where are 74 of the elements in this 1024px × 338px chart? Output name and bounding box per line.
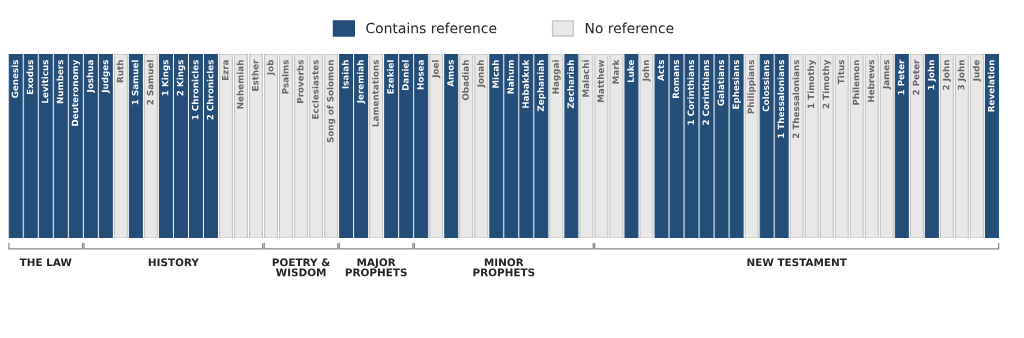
x-tick-label: Colossians: [762, 60, 770, 112]
x-tick-label: Revelation: [987, 60, 995, 112]
x-tick-label: Numbers: [56, 60, 64, 104]
x-tick-label: Joel: [431, 60, 441, 79]
x-tick-label: Malachi: [582, 60, 589, 97]
x-tick-label: Psalms: [281, 60, 289, 94]
text: THE LAW: [19, 258, 72, 267]
x-tick-label: John: [642, 60, 651, 82]
x-tick-label: Jude: [972, 60, 982, 82]
x-tick-label: 1 Thessalonians: [777, 60, 785, 138]
x-tick-label: 1 Kings: [161, 60, 171, 96]
x-tick-label: Ecclesiastes: [311, 60, 319, 119]
x-tick-label: Ezra: [222, 60, 229, 81]
x-tick-label: Genesis: [11, 60, 19, 98]
x-tick-label: Deuteronomy: [71, 59, 81, 126]
x-tick-label: Ruth: [116, 60, 124, 83]
x-tick-label: Daniel: [401, 60, 409, 91]
x-tick-label: Lamentations: [371, 60, 379, 127]
legend-label: No reference: [585, 22, 674, 34]
text: NEW TESTAMENT: [747, 258, 847, 267]
x-tick-label: Hosea: [417, 60, 424, 90]
x-tick-label: Zechariah: [567, 60, 574, 109]
x-tick-label: Titus: [837, 60, 845, 85]
x-tick-label: James: [882, 60, 891, 90]
text: MINOR PROPHETS: [473, 258, 535, 277]
x-tick-label: 2 Chronicles: [206, 60, 214, 120]
x-tick-label: Song of Solomon: [326, 60, 336, 143]
x-tick-label: Joshua: [86, 60, 95, 93]
text: POETRY & WISDOM: [272, 258, 330, 277]
text: HISTORY: [148, 258, 200, 267]
x-tick-label: Obadiah: [462, 60, 469, 101]
x-tick-label: 1 Timothy: [807, 59, 816, 108]
x-tick-label: Hebrews: [867, 60, 875, 102]
x-tick-label: Matthew: [597, 59, 604, 103]
x-tick-label: 2 Kings: [176, 60, 186, 96]
x-tick-label: 1 Chronicles: [191, 60, 199, 120]
x-tick-label: Job: [266, 59, 276, 76]
x-tick-label: Jeremiah: [356, 60, 366, 104]
x-tick-label: 1 Samuel: [131, 60, 139, 105]
x-tick-label: Mark: [612, 59, 619, 84]
x-tick-label: Leviticus: [41, 60, 49, 103]
x-tick-label: Micah: [492, 60, 499, 88]
x-tick-label: Ephesians: [732, 60, 741, 109]
x-tick-label: 2 Corinthians: [702, 60, 710, 125]
x-tick-label: Exodus: [26, 60, 34, 95]
x-tick-label: Judges: [101, 60, 111, 94]
x-tick-label: 1 Corinthians: [687, 60, 695, 125]
x-tick-label: Habakkuk: [522, 59, 529, 108]
x-tick-label: Luke: [627, 60, 635, 83]
x-tick-label: Zephaniah: [537, 60, 546, 112]
x-tick-label: Jonah: [477, 60, 486, 88]
x-tick-label: 3 John: [957, 60, 967, 90]
x-tick-label: Philemon: [852, 60, 860, 105]
x-tick-label: Esther: [251, 59, 259, 91]
x-tick-label: 2 Timothy: [822, 59, 831, 109]
text: MAJOR PROPHETS: [345, 258, 407, 277]
x-tick-label: Isaiah: [341, 60, 349, 89]
x-tick-label: 2 Samuel: [146, 60, 154, 105]
x-tick-label: Nahum: [507, 60, 514, 94]
x-tick-label: 2 John: [942, 60, 952, 90]
x-tick-label: Haggai: [552, 60, 561, 94]
x-tick-label: Proverbs: [296, 60, 304, 103]
x-tick-label: 1 Peter: [897, 59, 905, 95]
x-tick-label: Nehemiah: [236, 60, 244, 109]
x-tick-label: Romans: [672, 60, 680, 98]
x-tick-label: Ezekiel: [386, 60, 394, 94]
x-tick-label: 2 Thessalonians: [792, 60, 800, 139]
x-tick-label: Acts: [657, 60, 665, 81]
x-tick-label: Philippians: [747, 60, 756, 114]
legend-label: Contains reference: [366, 22, 497, 34]
x-tick-label: 1 John: [927, 60, 937, 90]
x-tick-label: Amos: [447, 60, 454, 87]
x-tick-label: Galatians: [717, 60, 725, 106]
x-tick-label: 2 Peter: [912, 59, 920, 95]
